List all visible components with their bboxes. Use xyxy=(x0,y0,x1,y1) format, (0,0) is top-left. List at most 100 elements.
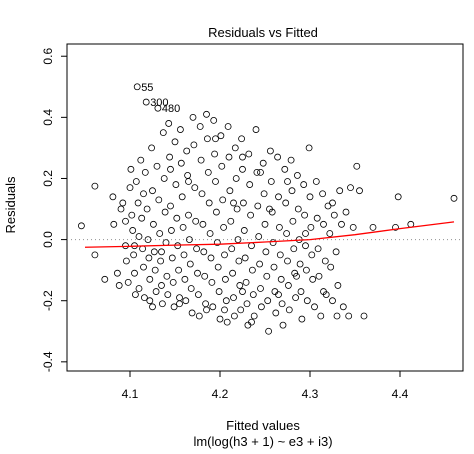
residual-point xyxy=(241,254,249,262)
residual-point xyxy=(324,202,332,210)
residual-point xyxy=(239,165,246,173)
residual-point xyxy=(185,178,192,185)
residual-point xyxy=(218,162,226,170)
residual-point xyxy=(260,190,268,198)
residual-point xyxy=(124,278,132,286)
residual-point xyxy=(247,211,255,219)
residual-point xyxy=(272,309,280,317)
residual-point xyxy=(165,120,173,127)
residual-point xyxy=(284,178,291,185)
residual-point xyxy=(132,178,140,185)
residual-point xyxy=(294,205,302,213)
residual-point xyxy=(282,199,290,207)
residual-point xyxy=(212,135,219,143)
residual-point xyxy=(205,199,213,207)
residual-point xyxy=(122,217,129,225)
residual-point xyxy=(329,199,336,207)
residual-point xyxy=(228,245,236,253)
residual-point xyxy=(338,220,345,228)
smooth-line-group xyxy=(84,221,455,248)
residual-point xyxy=(349,223,357,231)
residual-point xyxy=(281,165,289,173)
residual-point xyxy=(298,315,306,323)
residual-point xyxy=(164,291,172,298)
residual-point xyxy=(226,187,234,195)
y-tick-label: 0.2 xyxy=(41,170,55,187)
residual-point xyxy=(208,278,216,286)
residual-point xyxy=(194,291,202,298)
residual-point xyxy=(249,291,257,298)
residual-point xyxy=(214,263,222,271)
residual-point xyxy=(257,303,265,311)
residual-point xyxy=(320,288,327,295)
residual-point xyxy=(279,321,287,329)
residual-point xyxy=(149,220,157,228)
residual-point xyxy=(179,223,187,231)
residual-point xyxy=(159,129,167,137)
x-axis-title: Fitted values xyxy=(226,418,300,433)
residual-point xyxy=(183,147,191,155)
residual-point xyxy=(369,223,377,231)
residual-point xyxy=(392,223,399,231)
residual-point xyxy=(243,300,251,308)
residual-point xyxy=(168,254,176,262)
residual-point xyxy=(232,175,240,182)
residual-point xyxy=(190,141,198,149)
residual-point xyxy=(126,184,134,192)
residual-point xyxy=(329,297,336,305)
residual-point xyxy=(212,208,220,216)
residual-point xyxy=(180,251,188,259)
residual-point xyxy=(312,178,320,185)
residual-point xyxy=(171,138,179,146)
residual-point xyxy=(78,222,85,230)
residual-point xyxy=(283,230,291,237)
residual-point xyxy=(270,263,278,271)
residual-point xyxy=(300,181,308,188)
residual-point xyxy=(311,303,318,311)
residual-point xyxy=(345,312,353,320)
residual-point xyxy=(221,251,228,259)
residual-point xyxy=(248,266,256,274)
residual-point xyxy=(193,245,201,253)
residual-point xyxy=(290,245,298,253)
residual-point xyxy=(224,123,232,130)
outlier-label: 55 xyxy=(141,82,153,94)
residual-point xyxy=(110,220,118,228)
x-tick-label: 4.3 xyxy=(302,387,319,401)
residual-point xyxy=(167,227,175,234)
residual-point xyxy=(206,230,214,237)
residual-point xyxy=(303,297,311,305)
residual-point xyxy=(203,306,210,314)
residual-point xyxy=(238,135,246,143)
residual-point xyxy=(135,285,143,292)
residual-point xyxy=(138,214,146,222)
residual-point xyxy=(252,126,260,133)
residual-point xyxy=(131,291,139,298)
residual-point xyxy=(91,182,99,190)
residual-point xyxy=(255,233,263,240)
outlier-label: 300 xyxy=(150,97,168,109)
residual-point xyxy=(275,193,282,201)
residual-point xyxy=(158,282,165,289)
residual-point xyxy=(332,248,340,256)
residual-point xyxy=(307,223,315,231)
residual-point xyxy=(186,260,194,268)
residual-point xyxy=(175,266,183,274)
residual-point xyxy=(289,217,297,225)
residual-point xyxy=(257,285,264,292)
residual-point xyxy=(142,98,150,106)
residual-point xyxy=(236,282,244,289)
residual-point xyxy=(267,178,275,185)
residual-point xyxy=(160,175,168,182)
residual-point xyxy=(215,288,223,295)
residual-point xyxy=(140,263,147,271)
residual-point xyxy=(308,251,316,259)
residual-point xyxy=(320,220,327,228)
residual-point xyxy=(141,168,149,176)
residual-point xyxy=(284,282,292,289)
residual-point xyxy=(212,178,219,185)
residual-point xyxy=(154,104,162,112)
residual-point xyxy=(129,227,137,234)
residual-point xyxy=(235,257,243,265)
